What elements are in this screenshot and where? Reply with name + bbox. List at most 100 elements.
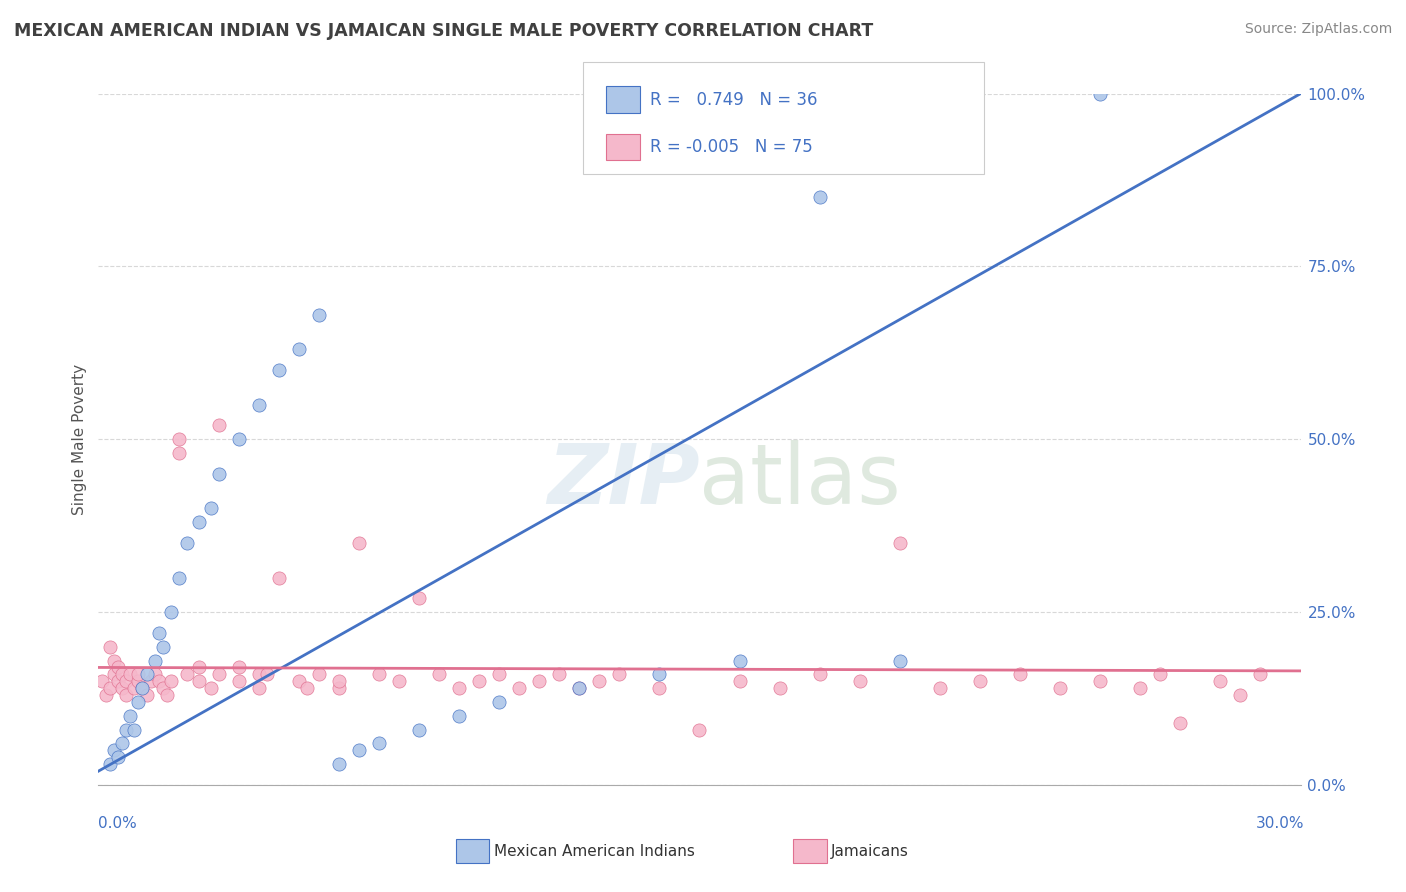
- Point: [107, 750, 129, 764]
- Point: [167, 432, 190, 446]
- Point: [368, 667, 391, 681]
- Point: [1049, 681, 1071, 696]
- Point: [120, 667, 142, 681]
- Point: [447, 681, 470, 696]
- Point: [308, 308, 330, 322]
- Point: [468, 674, 491, 689]
- Point: [115, 688, 138, 702]
- Point: [929, 681, 952, 696]
- Point: [267, 363, 290, 377]
- Point: [135, 667, 157, 681]
- Point: [447, 708, 470, 723]
- Point: [408, 591, 430, 606]
- Point: [148, 626, 170, 640]
- Point: [1229, 688, 1251, 702]
- Point: [103, 653, 125, 667]
- Point: [100, 681, 122, 696]
- Point: [100, 640, 122, 654]
- Y-axis label: Single Male Poverty: Single Male Poverty: [72, 364, 87, 515]
- Point: [208, 418, 231, 433]
- Point: [152, 681, 174, 696]
- Point: [889, 536, 911, 550]
- Point: [143, 653, 166, 667]
- Point: [648, 681, 671, 696]
- Point: [128, 667, 150, 681]
- Point: [159, 605, 181, 619]
- Text: MEXICAN AMERICAN INDIAN VS JAMAICAN SINGLE MALE POVERTY CORRELATION CHART: MEXICAN AMERICAN INDIAN VS JAMAICAN SING…: [14, 22, 873, 40]
- Point: [148, 674, 170, 689]
- Point: [103, 667, 125, 681]
- Text: Mexican American Indians: Mexican American Indians: [494, 845, 695, 859]
- Point: [124, 723, 146, 737]
- Point: [288, 343, 311, 357]
- Point: [808, 667, 831, 681]
- Point: [139, 674, 162, 689]
- Point: [152, 640, 174, 654]
- Point: [548, 667, 571, 681]
- Point: [111, 681, 134, 696]
- Point: [267, 571, 290, 585]
- Point: [100, 757, 122, 772]
- Text: 0.0%: 0.0%: [98, 816, 138, 831]
- Point: [91, 674, 114, 689]
- Point: [347, 743, 370, 757]
- Point: [176, 667, 198, 681]
- Point: [1170, 715, 1192, 730]
- Point: [609, 667, 631, 681]
- Point: [308, 667, 330, 681]
- Point: [849, 674, 872, 689]
- Point: [328, 681, 350, 696]
- Point: [889, 653, 911, 667]
- Point: [167, 446, 190, 460]
- Point: [648, 667, 671, 681]
- Point: [1149, 667, 1171, 681]
- Point: [808, 190, 831, 204]
- Point: [256, 667, 278, 681]
- Point: [1010, 667, 1032, 681]
- Point: [1088, 674, 1111, 689]
- Point: [96, 688, 118, 702]
- Text: 30.0%: 30.0%: [1257, 816, 1305, 831]
- Point: [131, 681, 153, 696]
- Point: [124, 681, 146, 696]
- Text: R =   0.749   N = 36: R = 0.749 N = 36: [650, 91, 817, 109]
- Point: [208, 667, 231, 681]
- Point: [247, 667, 270, 681]
- Point: [247, 681, 270, 696]
- Point: [508, 681, 530, 696]
- Point: [1250, 667, 1272, 681]
- Point: [568, 681, 591, 696]
- Point: [200, 501, 222, 516]
- Text: Source: ZipAtlas.com: Source: ZipAtlas.com: [1244, 22, 1392, 37]
- Point: [167, 571, 190, 585]
- Point: [176, 536, 198, 550]
- Point: [187, 515, 209, 529]
- Point: [128, 695, 150, 709]
- Point: [187, 660, 209, 674]
- Text: ZIP: ZIP: [547, 441, 700, 521]
- Point: [488, 667, 510, 681]
- Point: [288, 674, 311, 689]
- Text: R = -0.005   N = 75: R = -0.005 N = 75: [650, 138, 813, 156]
- Point: [143, 667, 166, 681]
- Point: [347, 536, 370, 550]
- Point: [1209, 674, 1232, 689]
- Point: [115, 674, 138, 689]
- Point: [135, 688, 157, 702]
- Point: [529, 674, 551, 689]
- Point: [187, 674, 209, 689]
- Point: [120, 708, 142, 723]
- Point: [228, 660, 250, 674]
- Point: [328, 674, 350, 689]
- Point: [1129, 681, 1152, 696]
- Point: [200, 681, 222, 696]
- Point: [128, 674, 150, 689]
- Point: [228, 432, 250, 446]
- Point: [107, 660, 129, 674]
- Point: [568, 681, 591, 696]
- Point: [131, 681, 153, 696]
- Point: [295, 681, 318, 696]
- Point: [228, 674, 250, 689]
- Point: [107, 674, 129, 689]
- Point: [588, 674, 610, 689]
